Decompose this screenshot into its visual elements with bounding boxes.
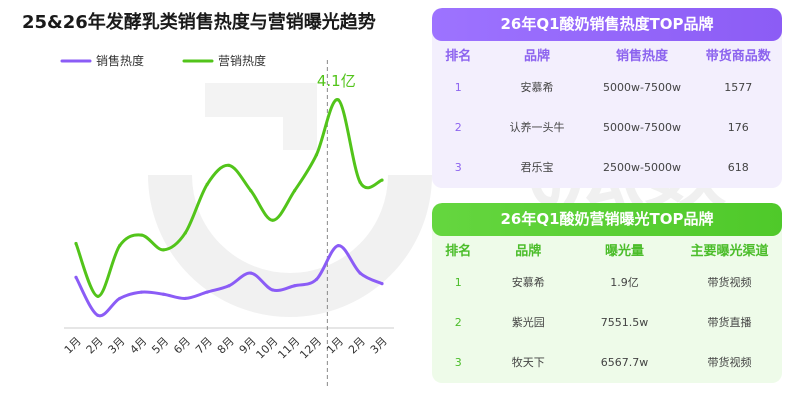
data-point (96, 313, 100, 317)
data-point (183, 231, 187, 235)
x-tick-label: 5月 (149, 335, 171, 357)
x-tick-label: 11月 (275, 335, 302, 362)
table-header-row: 排名 品牌 销售热度 带货商品数 (432, 41, 782, 67)
column-header: 曝光量 (604, 243, 644, 259)
table-row: 2 紫光园 7551.5w 带货直播 (432, 302, 782, 342)
data-point (336, 98, 340, 102)
brand-cell: 君乐宝 (520, 161, 554, 174)
table-row: 3 君乐宝 2500w-5000w 618 (432, 147, 782, 187)
data-point (205, 182, 209, 186)
data-point (358, 271, 362, 275)
data-point (227, 163, 231, 167)
table-row: 1 安慕希 1.9亿 带货视频 (432, 262, 782, 302)
data-point (118, 244, 122, 248)
brand-cell: 牧天下 (511, 356, 545, 369)
table-row: 3 牧天下 6567.7w 带货视频 (432, 342, 782, 382)
data-point (161, 292, 166, 296)
marketing-table-title: 26年Q1酸奶营销曝光TOP品牌 (432, 203, 782, 236)
brand-cell: 紫光园 (511, 316, 545, 329)
rank-cell: 2 (454, 120, 462, 134)
table-header-row: 排名 品牌 曝光量 主要曝光渠道 (432, 236, 782, 262)
x-tick-label: 6月 (171, 335, 193, 357)
table-row: 2 认养一头牛 5000w-7500w 176 (432, 107, 782, 147)
data-point (96, 294, 100, 298)
data-point (161, 248, 166, 252)
column-header: 品牌 (523, 48, 550, 64)
heat-cell: 5000w-7500w (603, 80, 681, 94)
product-count-cell: 618 (727, 160, 749, 174)
data-point (358, 180, 362, 184)
exposure-cell: 1.9亿 (610, 276, 639, 289)
rank-cell: 2 (454, 315, 462, 329)
legend-label: 销售热度 (96, 53, 144, 68)
rank-cell: 1 (454, 80, 462, 94)
exposure-cell: 7551.5w (600, 315, 649, 329)
data-point (314, 153, 319, 157)
heat-cell: 5000w-7500w (603, 120, 681, 134)
brand-cell: 安慕希 (520, 81, 554, 94)
sales-table: 排名 品牌 销售热度 带货商品数 1 安慕希 5000w-7500w 1577 … (432, 41, 782, 187)
data-point (292, 189, 297, 193)
x-tick-label: 1月 (62, 335, 84, 357)
sales-table-title: 26年Q1酸奶销售热度TOP品牌 (432, 8, 782, 41)
data-point (205, 290, 209, 294)
heat-cell: 2500w-5000w (603, 160, 681, 174)
chart-title: 25&26年发酵乳类销售热度与营销曝光趋势 (22, 12, 376, 33)
channel-cell: 带货视频 (707, 356, 752, 369)
x-tick-label: 2月 (346, 335, 368, 357)
data-point (380, 178, 384, 182)
data-point (271, 218, 275, 222)
data-point (249, 189, 253, 193)
column-header: 主要曝光渠道 (690, 243, 769, 259)
x-tick-label: 12月 (297, 335, 324, 362)
table-row: 1 安慕希 5000w-7500w 1577 (432, 67, 782, 107)
sales-top-brands-panel: 26年Q1酸奶销售热度TOP品牌 排名 品牌 销售热度 带货商品数 1 安慕希 … (432, 8, 782, 188)
data-point (139, 290, 144, 294)
data-point (380, 282, 384, 286)
data-point (336, 244, 340, 248)
column-header: 带货商品数 (705, 48, 771, 64)
data-point (249, 271, 253, 275)
brand-cell: 认养一头牛 (509, 121, 565, 134)
marketing-top-brands-panel: 26年Q1酸奶营销曝光TOP品牌 排名 品牌 曝光量 主要曝光渠道 1 安慕希 … (432, 203, 782, 383)
marketing-table: 排名 品牌 曝光量 主要曝光渠道 1 安慕希 1.9亿 带货视频 2 紫光园 7… (432, 236, 782, 382)
x-tick-label: 4月 (127, 335, 149, 357)
rank-cell: 3 (454, 355, 462, 369)
data-point (183, 296, 187, 301)
brand-cell: 安慕希 (511, 276, 545, 289)
data-point (74, 275, 78, 279)
peak-annotation: 4.1亿 (317, 72, 356, 90)
column-header: 排名 (445, 243, 472, 259)
channel-cell: 带货直播 (707, 316, 752, 329)
exposure-cell: 6567.7w (600, 355, 649, 369)
data-point (74, 241, 78, 246)
x-tick-label: 8月 (215, 335, 237, 357)
data-point (139, 233, 144, 237)
product-count-cell: 176 (727, 120, 749, 134)
x-tick-label: 2月 (84, 335, 106, 357)
channel-cell: 带货视频 (707, 276, 752, 289)
x-tick-label: 3月 (106, 335, 128, 357)
rank-cell: 3 (454, 160, 462, 174)
data-point (314, 277, 319, 282)
column-header: 排名 (445, 48, 472, 64)
series-line-2 (74, 98, 384, 298)
product-count-cell: 1577 (724, 80, 753, 94)
series-line-1 (74, 244, 384, 318)
column-header: 销售热度 (615, 48, 668, 64)
data-point (292, 284, 297, 288)
x-tick-label: 3月 (368, 335, 390, 357)
data-point (227, 284, 231, 288)
rank-cell: 1 (454, 275, 462, 289)
x-tick-label: 10月 (254, 335, 281, 362)
data-point (271, 288, 275, 292)
legend-label: 营销热度 (218, 53, 266, 68)
column-header: 品牌 (515, 243, 542, 259)
x-tick-label: 1月 (324, 335, 346, 357)
data-point (118, 296, 122, 301)
x-tick-label: 7月 (193, 335, 215, 357)
